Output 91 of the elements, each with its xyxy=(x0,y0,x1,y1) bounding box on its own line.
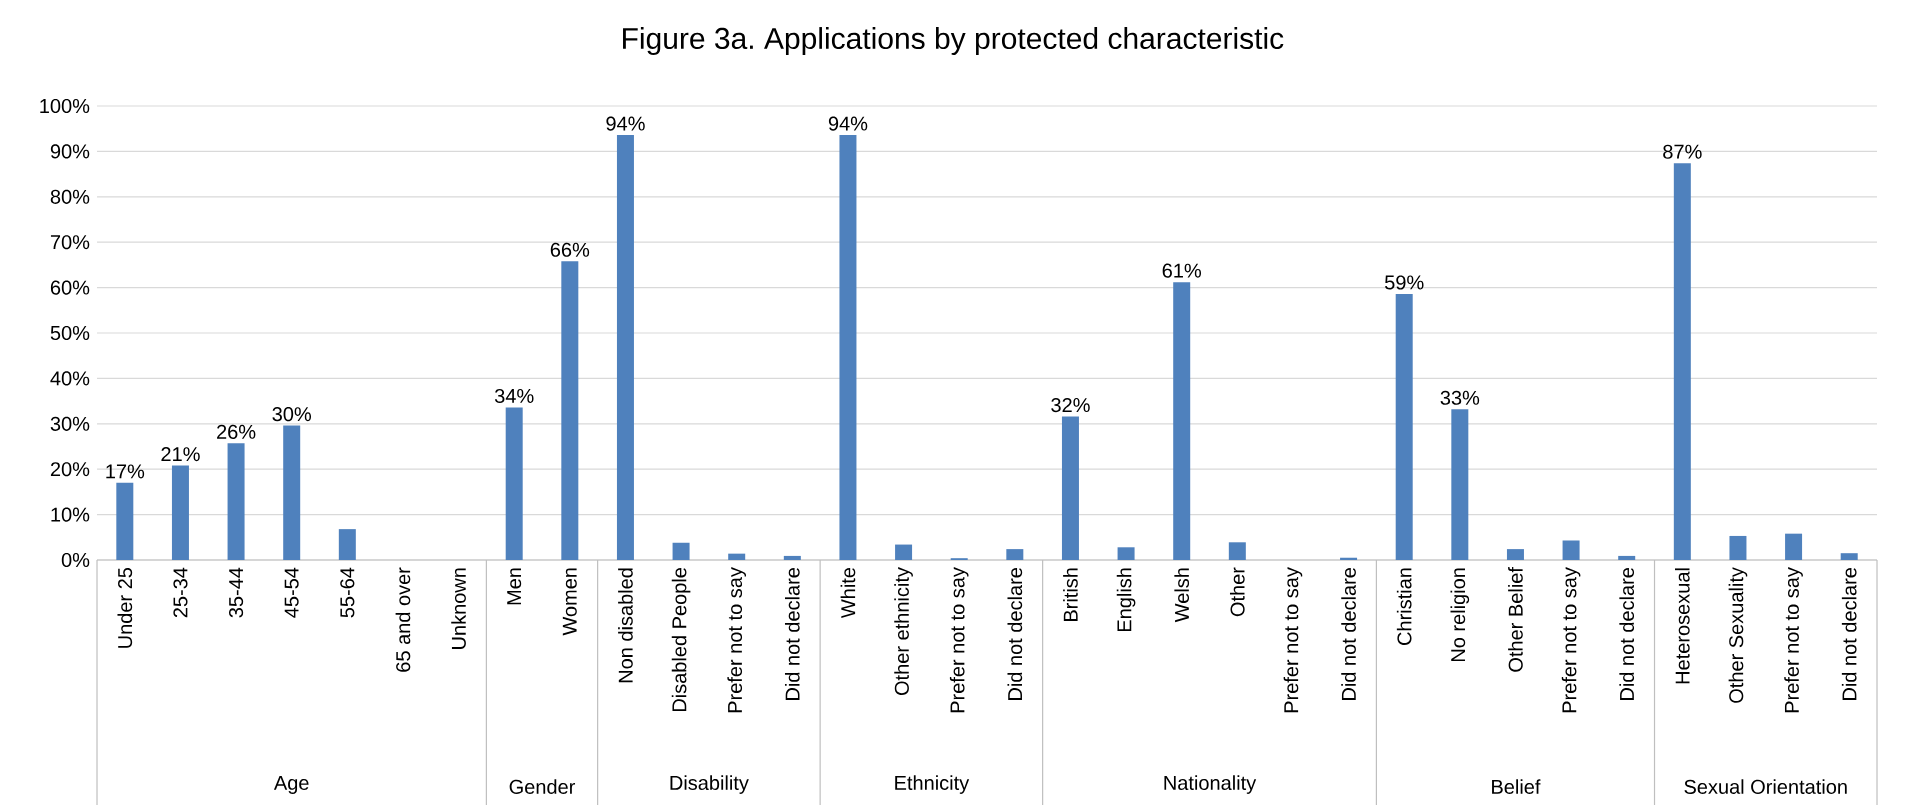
data-label: 26% xyxy=(217,424,256,439)
text: Ethnicity xyxy=(895,775,970,794)
x-tick-label: Men xyxy=(507,568,522,605)
x-tick-label: Prefer not to say xyxy=(727,567,746,713)
y-tick-label: 0% xyxy=(61,552,90,568)
bar xyxy=(338,529,356,560)
y-tick-label: 90% xyxy=(50,144,90,159)
bar xyxy=(1173,282,1191,560)
chart-title: Figure 3a. Applications by protected characteristic xyxy=(623,27,1284,56)
x-tick-label: 25-34 xyxy=(173,567,188,618)
bar xyxy=(171,465,189,560)
x-tick-label: Welsh xyxy=(1174,568,1190,623)
x-tick-label: British xyxy=(1063,568,1078,622)
data-label: 32% xyxy=(1051,397,1090,413)
bar xyxy=(1006,549,1024,560)
data-label: 17% xyxy=(106,464,145,479)
data-label: 66% xyxy=(550,242,590,257)
bar xyxy=(1117,547,1135,560)
x-tick-label: Did not declare xyxy=(1341,568,1356,700)
x-tick-label: Heterosexual xyxy=(1674,568,1690,684)
bar xyxy=(1840,553,1858,560)
bar xyxy=(1395,293,1413,560)
x-tick-label: Women xyxy=(562,568,577,636)
x-tick-label: Did not declare xyxy=(1619,568,1635,700)
data-label: 59% xyxy=(1385,275,1424,290)
x-tick-label: Other ethnicity xyxy=(894,567,913,696)
bar xyxy=(1785,533,1803,560)
bar xyxy=(672,542,690,560)
x-tick-label: Non disabled xyxy=(618,568,633,683)
x-tick-label: Did not declare xyxy=(1007,568,1023,700)
x-tick-label: Prefer not to say xyxy=(1784,567,1803,713)
text: Belief xyxy=(1492,779,1541,794)
x-tick-label: English xyxy=(1116,568,1136,632)
x-tick-label: No religion xyxy=(1450,568,1470,662)
x-tick-label: Prefer not to say xyxy=(949,567,969,713)
bar xyxy=(283,425,301,560)
bar xyxy=(895,544,913,560)
y-tick-label: 10% xyxy=(51,507,90,522)
text: Disability xyxy=(670,775,749,794)
y-tick-label: 20% xyxy=(50,462,90,477)
y-tick-label: 60% xyxy=(50,280,90,295)
data-label: 21% xyxy=(161,447,200,462)
data-label: 61% xyxy=(1162,263,1202,278)
y-tick-label: 100% xyxy=(40,98,90,114)
y-tick-label: 30% xyxy=(50,416,90,431)
x-tick-label: Christian xyxy=(1396,568,1412,645)
text: Gender xyxy=(509,779,576,794)
x-tick-label: White xyxy=(840,567,856,619)
bar xyxy=(1506,549,1524,560)
y-tick-label: 80% xyxy=(50,189,90,204)
x-tick-label: Did not declare xyxy=(1841,568,1857,700)
bar xyxy=(1562,540,1580,560)
bar xyxy=(728,553,746,560)
text: Nationality xyxy=(1164,775,1257,794)
bar xyxy=(505,407,523,560)
x-tick-label: Prefer not to say xyxy=(1283,567,1303,713)
text: Age xyxy=(273,776,309,794)
bar xyxy=(227,443,245,560)
y-tick-label: 70% xyxy=(50,235,90,250)
data-label: 94% xyxy=(606,116,645,131)
bar xyxy=(839,135,857,560)
bar xyxy=(1618,555,1636,560)
text: Sexual Orientation xyxy=(1684,779,1847,794)
bar xyxy=(1228,542,1246,560)
bar xyxy=(616,135,634,560)
y-tick-label: 40% xyxy=(50,371,90,386)
data-label: 34% xyxy=(494,388,534,404)
y-tick-label: 50% xyxy=(50,325,90,341)
bar xyxy=(783,555,801,560)
x-tick-label: 45-54 xyxy=(284,567,299,618)
data-label: 33% xyxy=(1440,390,1480,405)
x-tick-label: 35-44 xyxy=(229,567,244,618)
bar xyxy=(1061,416,1079,560)
x-tick-label: Other xyxy=(1229,567,1245,617)
x-tick-label: Other Belief xyxy=(1508,567,1523,672)
x-tick-label: Under 25 xyxy=(117,567,133,648)
x-tick-label: 55-64 xyxy=(340,567,355,618)
data-label: 30% xyxy=(272,407,312,422)
bar xyxy=(1451,409,1469,560)
data-label: 87% xyxy=(1663,144,1702,159)
x-tick-label: Disabled People xyxy=(671,568,691,712)
bar xyxy=(561,261,579,560)
x-tick-label: 65 and over xyxy=(395,567,411,672)
x-tick-label: Unknown xyxy=(451,568,466,649)
bar xyxy=(1673,163,1691,560)
x-tick-label: Prefer not to say xyxy=(1561,567,1581,713)
x-tick-label: Other Sexuality xyxy=(1728,567,1748,703)
x-tick-label: Did not declare xyxy=(784,568,800,700)
data-label: 94% xyxy=(828,116,868,131)
bar xyxy=(116,482,134,560)
bar xyxy=(1729,535,1747,560)
